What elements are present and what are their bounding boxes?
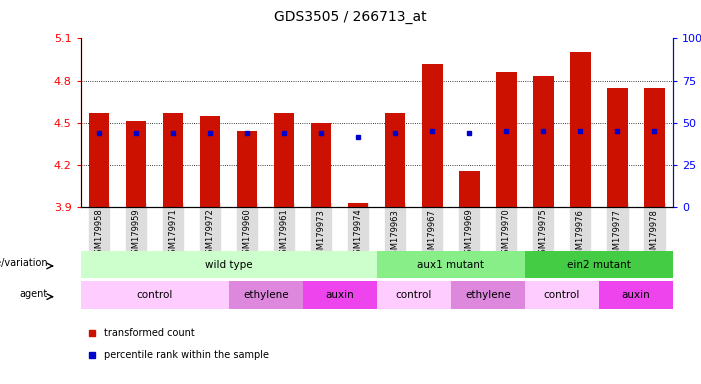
Bar xyxy=(496,72,517,207)
Bar xyxy=(570,53,590,207)
Text: control: control xyxy=(395,290,432,300)
Text: GDS3505 / 266713_at: GDS3505 / 266713_at xyxy=(274,10,427,23)
Text: control: control xyxy=(137,290,173,300)
Text: aux1 mutant: aux1 mutant xyxy=(417,260,484,270)
Text: auxin: auxin xyxy=(622,290,651,300)
Text: agent: agent xyxy=(20,289,48,299)
Text: control: control xyxy=(544,290,580,300)
Text: transformed count: transformed count xyxy=(104,328,195,338)
Bar xyxy=(459,171,479,207)
Bar xyxy=(274,113,294,207)
Bar xyxy=(311,123,332,207)
Bar xyxy=(126,121,147,207)
Bar xyxy=(348,203,369,207)
Text: wild type: wild type xyxy=(205,260,252,270)
Bar xyxy=(607,88,627,207)
Bar xyxy=(533,76,554,207)
Text: ein2 mutant: ein2 mutant xyxy=(567,260,631,270)
Bar xyxy=(89,113,109,207)
Bar xyxy=(163,113,184,207)
Text: ethylene: ethylene xyxy=(243,290,289,300)
Text: genotype/variation: genotype/variation xyxy=(0,258,48,268)
Text: percentile rank within the sample: percentile rank within the sample xyxy=(104,350,269,360)
Bar xyxy=(200,116,220,207)
Text: auxin: auxin xyxy=(325,290,354,300)
Bar xyxy=(385,113,405,207)
Bar xyxy=(237,131,257,207)
Bar xyxy=(644,88,665,207)
Text: ethylene: ethylene xyxy=(465,290,510,300)
Bar xyxy=(422,64,442,207)
